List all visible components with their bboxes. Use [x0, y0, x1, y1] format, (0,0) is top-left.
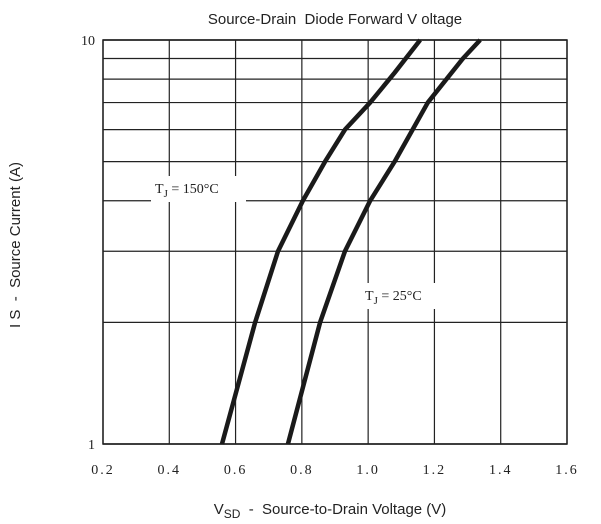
x-axis-label: VSD - Source-to-Drain Voltage (V)	[214, 501, 447, 521]
label-main: T	[365, 289, 374, 304]
label-background	[361, 283, 446, 309]
x-label-main: V	[214, 501, 224, 518]
x-tick-label: 0.8	[290, 463, 314, 478]
x-tick-label: 1.6	[555, 463, 579, 478]
chart-title: Source-Drain Diode Forward V oltage	[208, 11, 462, 28]
series-label: TJ = 150°C	[155, 182, 219, 200]
label-main: T	[155, 182, 164, 197]
x-tick-label: 1.4	[489, 463, 513, 478]
plot-frame	[102, 39, 568, 445]
y-axis-label: I S - Source Current (A)	[7, 162, 24, 328]
data-line	[285, 38, 482, 445]
y-tick-label: 10	[81, 34, 95, 49]
x-tick-label: 0.6	[224, 463, 248, 478]
label-sub: J	[164, 188, 169, 200]
series-label: TJ = 25°C	[365, 289, 422, 307]
x-tick-label: 1.0	[356, 463, 380, 478]
label-background	[151, 176, 246, 202]
x-label-sub: SD	[224, 507, 241, 521]
data-line	[219, 38, 422, 445]
label-rest: = 150°C	[168, 182, 219, 197]
y-tick-label: 1	[88, 438, 95, 453]
label-sub: J	[374, 295, 379, 307]
x-label-rest: - Source-to-Drain Voltage (V)	[240, 501, 446, 518]
x-tick-label: 1.2	[423, 463, 447, 478]
x-tick-label: 0.2	[91, 463, 115, 478]
x-tick-label: 0.4	[158, 463, 182, 478]
label-rest: = 25°C	[378, 289, 422, 304]
